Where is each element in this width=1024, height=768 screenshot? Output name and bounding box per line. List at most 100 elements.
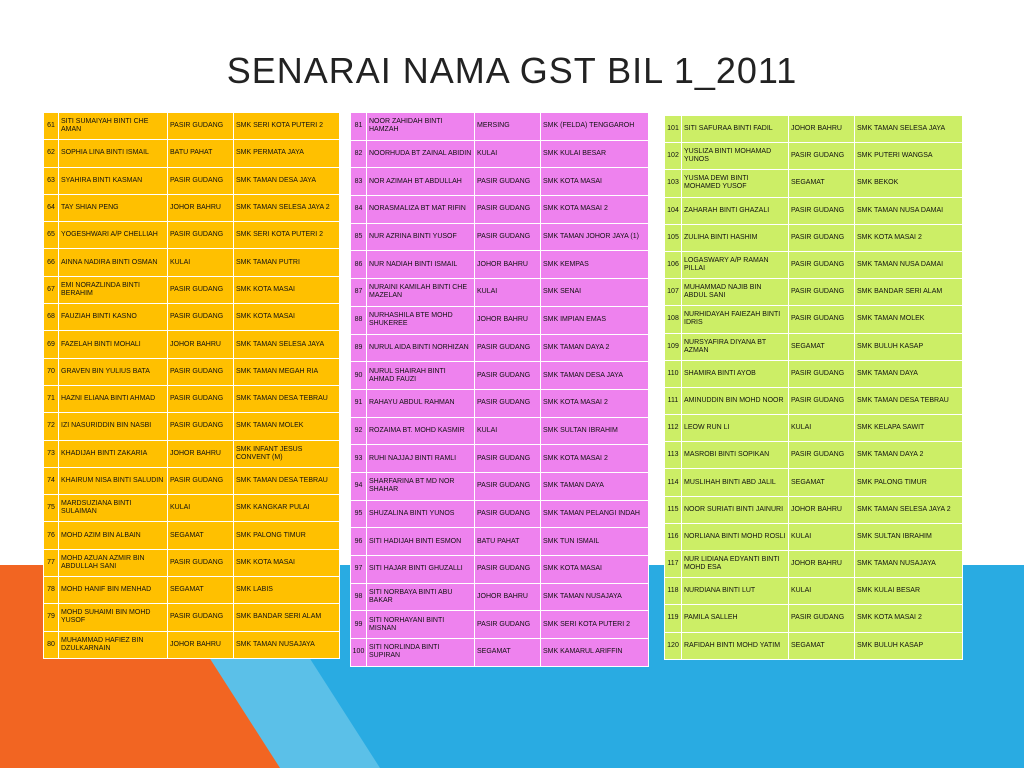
school-name: SMK BANDAR SERI ALAM (233, 603, 340, 632)
row-number: 84 (350, 195, 367, 224)
row-number: 103 (664, 169, 682, 198)
table-row: 115 NOOR SURIATI BINTI JAINURI JOHOR BAHRU… (664, 495, 963, 524)
table-row: 76 MOHD AZIM BIN ALBAIN SEGAMAT SMK PALONG … (43, 521, 340, 550)
teacher-name: SITI HADIJAH BINTI ESMON (366, 527, 475, 556)
row-number: 70 (43, 357, 59, 386)
table-row: 63 SYAHIRA BINTI KASMAN PASIR GUDANG SMK TA… (43, 166, 340, 195)
row-number: 104 (664, 196, 682, 225)
table-row: 100 SITI NORLINDA BINTI SUPIRAN SEGAMAT SMK… (350, 638, 649, 667)
school-name: SMK KOTA MASAI (233, 275, 340, 305)
district: KULAI (788, 414, 855, 443)
table-row: 105 ZULIHA BINTI HASHIM PASIR GUDANG SMK KO… (664, 223, 963, 252)
school-name: SMK SULTAN IBRAHIM (854, 522, 963, 552)
district: PASIR GUDANG (167, 412, 234, 441)
row-number: 96 (350, 527, 367, 556)
row-number: 71 (43, 384, 59, 414)
school-name: SMK KULAI BESAR (854, 577, 963, 606)
row-number: 94 (350, 471, 367, 501)
district: PASIR GUDANG (788, 223, 855, 252)
table-row: 78 MOHD HANIF BIN MENHAD SEGAMAT SMK LABIS (43, 576, 340, 605)
table-row: 84 NORASMALIZA BT MAT RIFIN PASIR GUDANG SM… (350, 195, 649, 224)
teacher-name: MARDSUZIANA BINTI SULAIMAN (58, 494, 168, 523)
school-name: SMK TAMAN DESA TEBRAU (854, 386, 963, 416)
row-number: 65 (43, 221, 59, 250)
teacher-name: NOOR ZAHIDAH BINTI HAMZAH (366, 112, 475, 141)
teacher-name: LEOW RUN LI (681, 414, 789, 443)
row-number: 79 (43, 603, 59, 632)
table-row: 70 GRAVEN BIN YULIUS BATA PASIR GUDANG SMK … (43, 357, 340, 386)
school-name: SMK TAMAN DAYA 2 (854, 441, 963, 470)
table-row: 114 MUSLIHAH BINTI ABD JALIL SEGAMAT SMK PA… (664, 468, 963, 497)
teacher-name: RAFIDAH BINTI MOHD YATIM (681, 631, 789, 660)
table-row: 83 NOR AZIMAH BT ABDULLAH PASIR GUDANG SMK … (350, 167, 649, 197)
district: PASIR GUDANG (788, 305, 855, 334)
table-row: 110 SHAMIRA BINTI AYOB PASIR GUDANG SMK TAM… (664, 359, 963, 388)
teacher-name: SHAMIRA BINTI AYOB (681, 359, 789, 388)
district: PASIR GUDANG (474, 471, 541, 501)
district: PASIR GUDANG (167, 303, 234, 332)
school-name: SMK TAMAN MOLEK (233, 412, 340, 441)
district: PASIR GUDANG (474, 222, 541, 252)
school-name: SMK BULUH KASAP (854, 332, 963, 361)
row-number: 99 (350, 610, 367, 640)
teacher-name: PAMILA SALLEH (681, 604, 789, 633)
table-row: 103 YUSMA DEWI BINTI MOHAMED YUSOF SEGAMAT… (664, 169, 963, 198)
row-number: 69 (43, 330, 59, 359)
teacher-name: AMINUDDIN BIN MOHD NOOR (681, 386, 789, 416)
table-row: 111 AMINUDDIN BIN MOHD NOOR PASIR GUDANG SM… (664, 386, 963, 416)
row-number: 116 (664, 522, 682, 552)
row-number: 117 (664, 549, 682, 579)
school-name: SMK TAMAN JOHOR JAYA (1) (540, 222, 649, 252)
district: PASIR GUDANG (788, 359, 855, 388)
teacher-name: MUHAMMAD HAFIEZ BIN DZULKARNAIN (58, 630, 168, 659)
school-name: SMK SULTAN IBRAHIM (540, 416, 649, 446)
school-name: SMK KAMARUL ARIFFIN (540, 638, 649, 667)
table-row: 120 RAFIDAH BINTI MOHD YATIM SEGAMAT SMK BU… (664, 631, 963, 660)
teacher-name: FAUZIAH BINTI KASNO (58, 303, 168, 332)
row-number: 118 (664, 577, 682, 606)
row-number: 108 (664, 305, 682, 334)
district: KULAI (167, 248, 234, 277)
table-row: 90 NURUL SHAIRAH BINTI AHMAD FAUZI PASIR G… (350, 361, 649, 390)
teacher-name: SYAHIRA BINTI KASMAN (58, 166, 168, 195)
district: PASIR GUDANG (474, 195, 541, 224)
district: PASIR GUDANG (167, 603, 234, 632)
teacher-name: MUSLIHAH BINTI ABD JALIL (681, 468, 789, 497)
teacher-name: NUR AZRINA BINTI YUSOF (366, 222, 475, 252)
table-row: 113 MASROBI BINTI SOPIKAN PASIR GUDANG SMK … (664, 441, 963, 470)
table-row: 108 NURHIDAYAH FAIEZAH BINTI IDRIS PASIR G… (664, 305, 963, 334)
district: JOHOR BAHRU (474, 250, 541, 280)
school-name: SMK KOTA MASAI 2 (854, 604, 963, 633)
table-row: 64 TAY SHIAN PENG JOHOR BAHRU SMK TAMAN SEL… (43, 193, 340, 223)
table-row: 72 IZI NASURIDDIN BIN NASBI PASIR GUDANG SM… (43, 412, 340, 441)
teacher-name: MASROBI BINTI SOPIKAN (681, 441, 789, 470)
row-number: 89 (350, 333, 367, 363)
teacher-name: NURHIDAYAH FAIEZAH BINTI IDRIS (681, 305, 789, 334)
school-name: SMK TAMAN DESA TEBRAU (233, 466, 340, 496)
row-number: 82 (350, 139, 367, 169)
table-row: 82 NOORHUDA BT ZAINAL ABIDIN KULAI SMK KULA… (350, 139, 649, 169)
row-number: 97 (350, 555, 367, 584)
school-name: SMK TAMAN DAYA (854, 359, 963, 388)
table-row: 116 NORLIANA BINTI MOHD ROSLI KULAI SMK SUL… (664, 522, 963, 552)
district: PASIR GUDANG (474, 333, 541, 363)
teacher-name: MOHD AZIM BIN ALBAIN (58, 521, 168, 550)
table-row: 93 RUHI NAJJAJ BINTI RAMLI PASIR GUDANG SMK… (350, 444, 649, 473)
district: JOHOR BAHRU (788, 114, 855, 144)
school-name: SMK TUN ISMAIL (540, 527, 649, 556)
table-row: 87 NURAINI KAMILAH BINTI CHE MAZELAN KULAI… (350, 278, 649, 307)
teacher-name: NUR NADIAH BINTI ISMAIL (366, 250, 475, 280)
row-number: 115 (664, 495, 682, 524)
table-row: 104 ZAHARAH BINTI GHAZALI PASIR GUDANG SMK … (664, 196, 963, 225)
row-number: 73 (43, 439, 59, 468)
school-name: SMK TAMAN PELANGI INDAH (540, 499, 649, 529)
district: JOHOR BAHRU (167, 630, 234, 659)
table-row: 101 SITI SAFURAA BINTI FADIL JOHOR BAHRU SM… (664, 114, 963, 144)
district: JOHOR BAHRU (167, 193, 234, 223)
district: SEGAMAT (788, 332, 855, 361)
teacher-name: GRAVEN BIN YULIUS BATA (58, 357, 168, 386)
school-name: SMK SERI KOTA PUTERI 2 (233, 111, 340, 141)
row-number: 106 (664, 250, 682, 280)
table-row: 117 NUR LIDIANA EDYANTI BINTI MOHD ESA JOH… (664, 549, 963, 579)
teacher-name: SITI HAJAR BINTI GHUZALLI (366, 555, 475, 584)
